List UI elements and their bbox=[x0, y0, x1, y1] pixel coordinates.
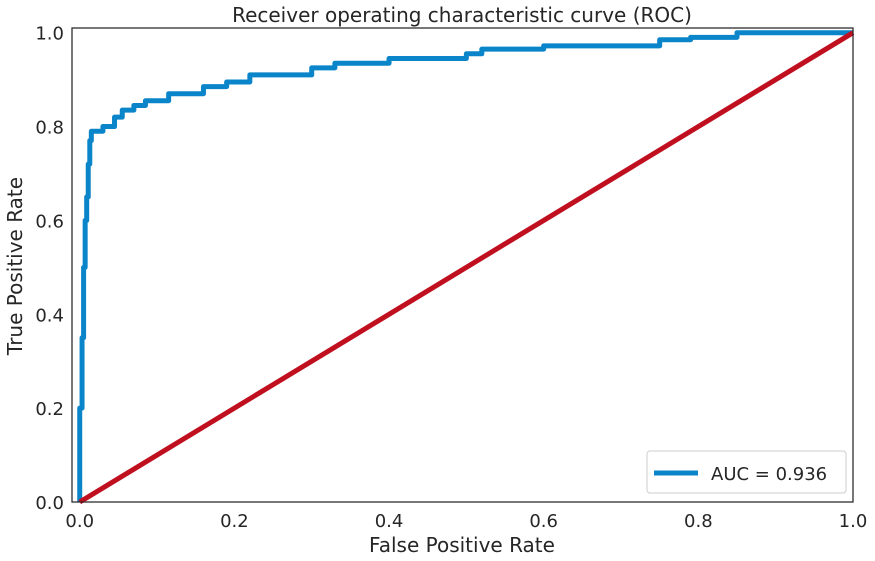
x-tick-label: 0.6 bbox=[529, 511, 558, 532]
plot-area bbox=[72, 28, 853, 502]
chance-diagonal-line bbox=[78, 30, 855, 505]
x-tick-label: 0.2 bbox=[220, 511, 249, 532]
roc-curve-line bbox=[77, 30, 853, 502]
x-tick-label: 1.0 bbox=[839, 511, 868, 532]
y-tick-label: 0.6 bbox=[35, 211, 64, 232]
x-tick-label: 0.4 bbox=[375, 511, 404, 532]
legend: AUC = 0.936 bbox=[646, 450, 847, 494]
x-tick-label: 0.0 bbox=[65, 511, 94, 532]
y-tick-label: 0.4 bbox=[35, 305, 64, 326]
legend-frame bbox=[646, 450, 847, 494]
y-axis-label: True Positive Rate bbox=[3, 177, 27, 356]
y-tick-label: 0.8 bbox=[35, 118, 64, 139]
legend-label-auc: AUC = 0.936 bbox=[711, 464, 827, 485]
plot-frame bbox=[71, 27, 854, 503]
chart-title: Receiver operating characteristic curve … bbox=[232, 3, 692, 27]
y-tick-label: 0.0 bbox=[35, 493, 64, 514]
x-axis-label: False Positive Rate bbox=[369, 533, 555, 557]
y-tick-label: 0.2 bbox=[35, 399, 64, 420]
y-tick-label: 1.0 bbox=[35, 24, 64, 45]
x-tick-label: 0.8 bbox=[684, 511, 713, 532]
